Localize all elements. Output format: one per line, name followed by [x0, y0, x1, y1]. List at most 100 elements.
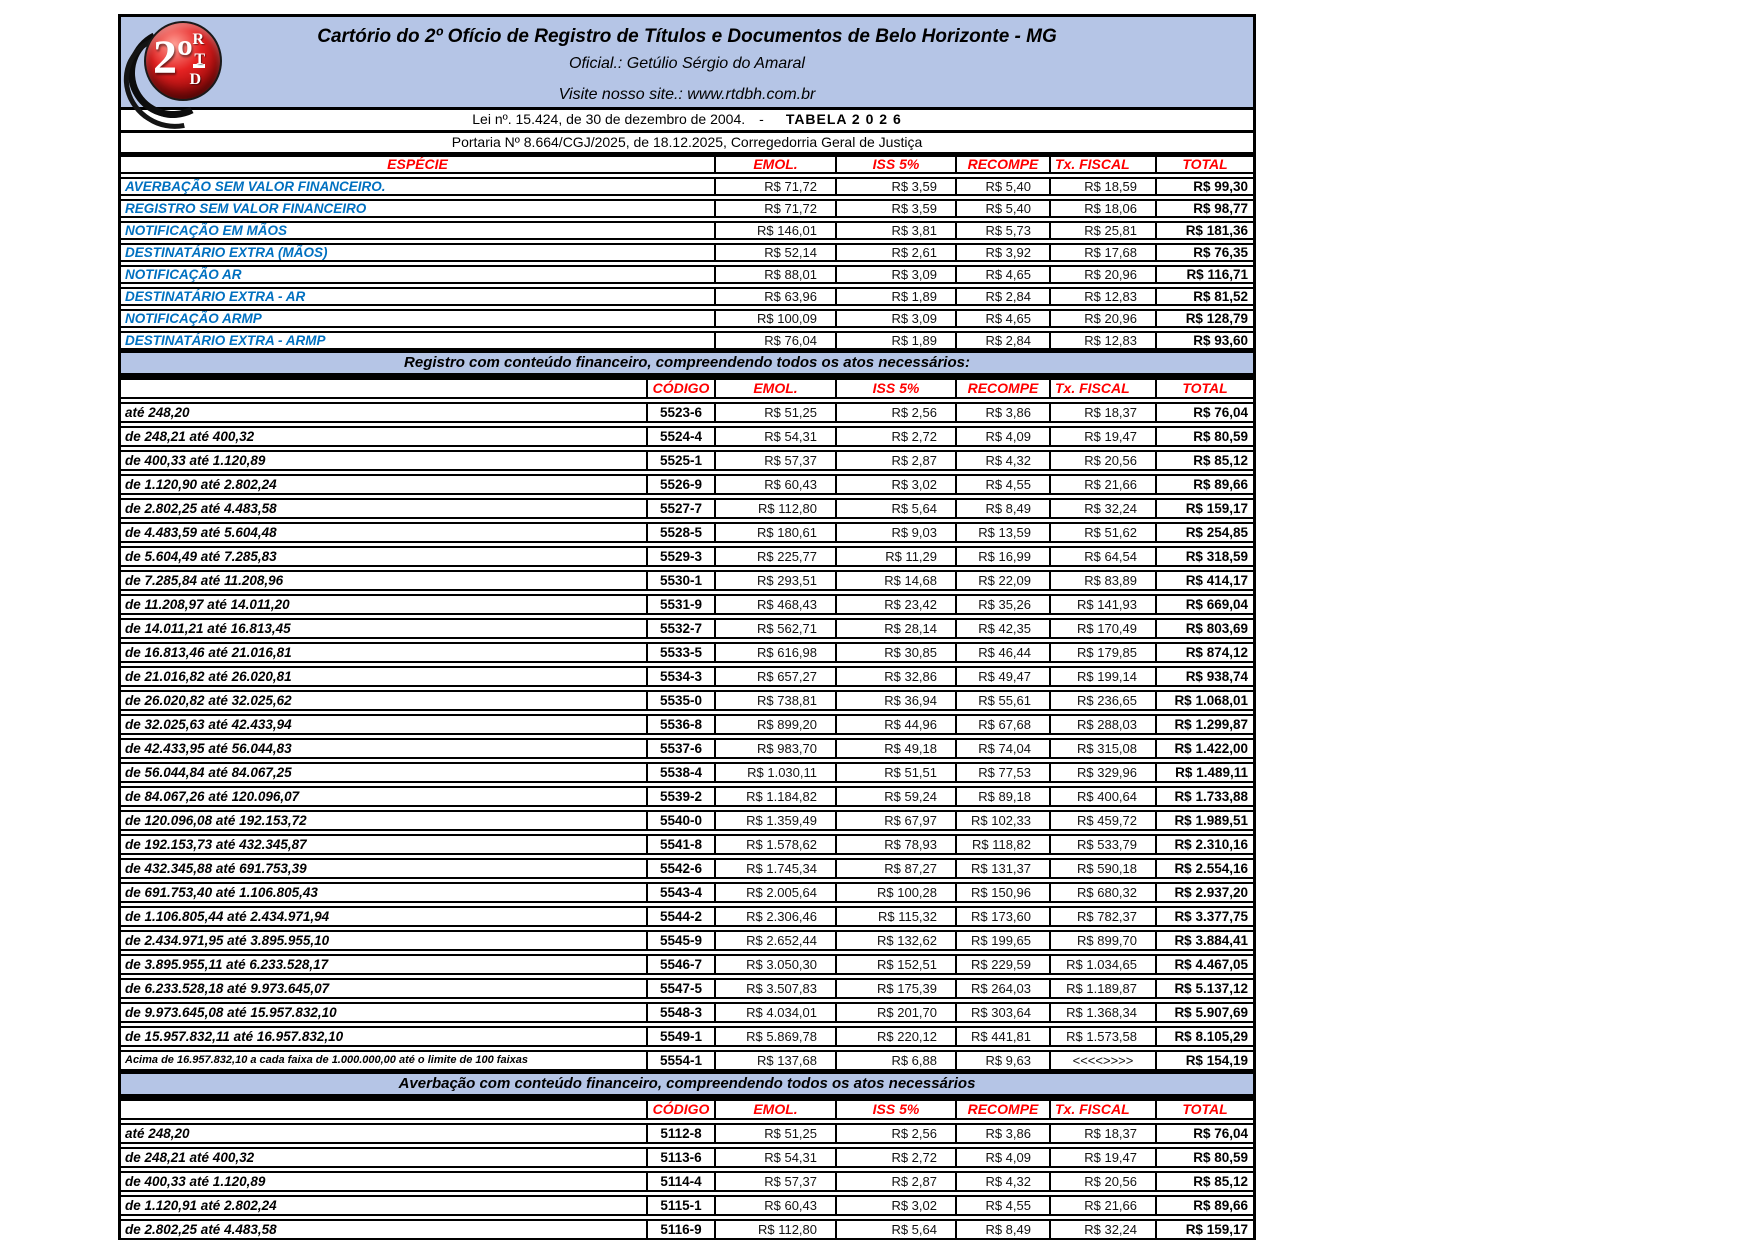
codigo-cell: 5112-8: [646, 1123, 714, 1144]
txfiscal-cell: <<<<>>>>: [1049, 1050, 1155, 1071]
txfiscal-cell: R$ 899,70: [1049, 930, 1155, 951]
faixa-cell: de 21.016,82 até 26.020,81: [121, 666, 646, 687]
emol-cell: R$ 657,27: [714, 666, 835, 687]
emol-cell: R$ 60,43: [714, 474, 835, 495]
document-header-band: 2º R T D Cartório do 2º Ofício de Regist…: [106, 14, 1256, 147]
species-fee-table-wrap: ESPÉCIE EMOL. ISS 5% RECOMPE Tx. FISCAL TOTAL…: [118, 152, 1256, 353]
codigo-header: CÓDIGO: [646, 1099, 714, 1120]
codigo-cell: 5115-1: [646, 1195, 714, 1216]
total-cell: R$ 93,60: [1155, 331, 1253, 350]
iss-cell: R$ 87,27: [835, 858, 955, 879]
recompe-cell: R$ 4,32: [955, 1171, 1049, 1192]
registro-fee-table-wrap: CÓDIGO EMOL. ISS 5% RECOMPE Tx. FISCAL TOTAL a…: [118, 375, 1256, 1074]
total-cell: R$ 85,12: [1155, 1171, 1253, 1192]
total-cell: R$ 1.733,88: [1155, 786, 1253, 807]
table-row: REGISTRO SEM VALOR FINANCEIRO R$ 71,72 R$ …: [121, 199, 1253, 218]
emol-cell: R$ 1.745,34: [714, 858, 835, 879]
total-cell: R$ 254,85: [1155, 522, 1253, 543]
codigo-cell: 5534-3: [646, 666, 714, 687]
recompe-cell: R$ 77,53: [955, 762, 1049, 783]
codigo-cell: 5116-9: [646, 1219, 714, 1240]
table-row: de 15.957.832,11 até 16.957.832,10 5549-1…: [121, 1026, 1253, 1047]
especie-header: ESPÉCIE: [121, 155, 714, 174]
iss-cell: R$ 132,62: [835, 930, 955, 951]
table-row: de 3.895.955,11 até 6.233.528,17 5546-7 R$…: [121, 954, 1253, 975]
emol-cell: R$ 88,01: [714, 265, 835, 284]
table-row: de 21.016,82 até 26.020,81 5534-3 R$ 657,2…: [121, 666, 1253, 687]
txfiscal-cell: R$ 1.573,58: [1049, 1026, 1155, 1047]
codigo-cell: 5525-1: [646, 450, 714, 471]
txfiscal-cell: R$ 1.368,34: [1049, 1002, 1155, 1023]
faixa-cell: de 16.813,46 até 21.016,81: [121, 642, 646, 663]
emol-header: EMOL.: [714, 378, 835, 399]
emol-cell: R$ 137,68: [714, 1050, 835, 1071]
recompe-cell: R$ 16,99: [955, 546, 1049, 567]
table-row: de 32.025,63 até 42.433,94 5536-8 R$ 899,2…: [121, 714, 1253, 735]
iss-cell: R$ 2,87: [835, 450, 955, 471]
table-row: de 691.753,40 até 1.106.805,43 5543-4 R$ 2…: [121, 882, 1253, 903]
emol-cell: R$ 293,51: [714, 570, 835, 591]
especie-cell: REGISTRO SEM VALOR FINANCEIRO: [121, 199, 714, 218]
codigo-cell: 5545-9: [646, 930, 714, 951]
recompe-cell: R$ 8,49: [955, 1219, 1049, 1240]
iss-cell: R$ 3,02: [835, 1195, 955, 1216]
especie-cell: DESTINATÁRIO EXTRA (MÃOS): [121, 243, 714, 262]
total-cell: R$ 1.299,87: [1155, 714, 1253, 735]
txfiscal-cell: R$ 83,89: [1049, 570, 1155, 591]
table-row: de 7.285,84 até 11.208,96 5530-1 R$ 293,51…: [121, 570, 1253, 591]
recompe-cell: R$ 13,59: [955, 522, 1049, 543]
txfiscal-header: Tx. FISCAL: [1049, 378, 1155, 399]
txfiscal-cell: R$ 25,81: [1049, 221, 1155, 240]
emol-cell: R$ 225,77: [714, 546, 835, 567]
iss-header: ISS 5%: [835, 155, 955, 174]
codigo-header: CÓDIGO: [646, 378, 714, 399]
txfiscal-cell: R$ 18,37: [1049, 402, 1155, 423]
txfiscal-cell: R$ 459,72: [1049, 810, 1155, 831]
table-row: DESTINATÁRIO EXTRA - AR R$ 63,96 R$ 1,89 R$…: [121, 287, 1253, 306]
iss-cell: R$ 6,88: [835, 1050, 955, 1071]
emol-cell: R$ 3.050,30: [714, 954, 835, 975]
recompe-cell: R$ 49,47: [955, 666, 1049, 687]
total-cell: R$ 81,52: [1155, 287, 1253, 306]
law-text: Lei nº. 15.424, de 30 de dezembro de 200…: [472, 111, 746, 127]
faixa-cell: de 9.973.645,08 até 15.957.832,10: [121, 1002, 646, 1023]
faixa-cell: de 192.153,73 até 432.345,87: [121, 834, 646, 855]
averbacao-fee-table: CÓDIGO EMOL. ISS 5% RECOMPE Tx. FISCAL TOTAL a…: [121, 1096, 1253, 1240]
iss-cell: R$ 3,59: [835, 199, 955, 218]
emol-cell: R$ 3.507,83: [714, 978, 835, 999]
table-row: de 56.044,84 até 84.067,25 5538-4 R$ 1.030…: [121, 762, 1253, 783]
codigo-cell: 5113-6: [646, 1147, 714, 1168]
total-cell: R$ 8.105,29: [1155, 1026, 1253, 1047]
txfiscal-cell: R$ 1.034,65: [1049, 954, 1155, 975]
recompe-cell: R$ 74,04: [955, 738, 1049, 759]
total-cell: R$ 99,30: [1155, 177, 1253, 196]
iss-cell: R$ 5,64: [835, 1219, 955, 1240]
iss-cell: R$ 5,64: [835, 498, 955, 519]
recompe-cell: R$ 2,84: [955, 331, 1049, 350]
website-line: Visite nosso site.: www.rtdbh.com.br: [558, 86, 816, 103]
official-name: Oficial.: Getúlio Sérgio do Amaral: [569, 55, 805, 72]
txfiscal-cell: R$ 1.189,87: [1049, 978, 1155, 999]
emol-cell: R$ 5.869,78: [714, 1026, 835, 1047]
faixa-cell: de 400,33 até 1.120,89: [121, 1171, 646, 1192]
recompe-cell: R$ 8,49: [955, 498, 1049, 519]
faixa-cell: de 11.208,97 até 14.011,20: [121, 594, 646, 615]
faixa-cell: de 6.233.528,18 até 9.973.645,07: [121, 978, 646, 999]
codigo-cell: 5536-8: [646, 714, 714, 735]
total-cell: R$ 76,04: [1155, 1123, 1253, 1144]
emol-cell: R$ 1.359,49: [714, 810, 835, 831]
faixa-cell: de 248,21 até 400,32: [121, 1147, 646, 1168]
txfiscal-cell: R$ 32,24: [1049, 498, 1155, 519]
codigo-cell: 5531-9: [646, 594, 714, 615]
table-row: de 248,21 até 400,32 5524-4 R$ 54,31 R$ 2,7…: [121, 426, 1253, 447]
recompe-cell: R$ 118,82: [955, 834, 1049, 855]
total-cell: R$ 874,12: [1155, 642, 1253, 663]
txfiscal-cell: R$ 21,66: [1049, 474, 1155, 495]
txfiscal-cell: R$ 20,56: [1049, 450, 1155, 471]
recompe-cell: R$ 35,26: [955, 594, 1049, 615]
txfiscal-cell: R$ 782,37: [1049, 906, 1155, 927]
txfiscal-cell: R$ 32,24: [1049, 1219, 1155, 1240]
recompe-cell: R$ 229,59: [955, 954, 1049, 975]
codigo-cell: 5533-5: [646, 642, 714, 663]
